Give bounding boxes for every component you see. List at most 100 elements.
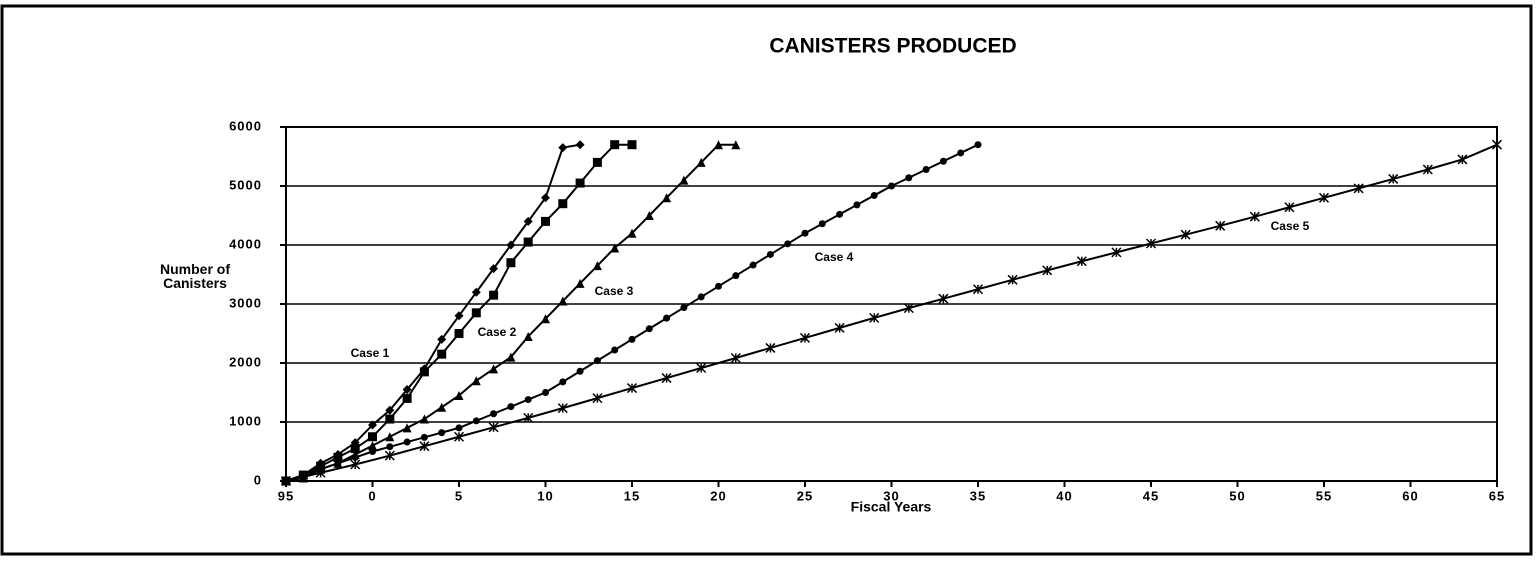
x-tick-label: 60 xyxy=(1402,488,1418,503)
marker xyxy=(402,423,412,433)
series-label: Case 3 xyxy=(595,284,634,298)
marker xyxy=(507,403,515,411)
marker xyxy=(888,182,895,190)
marker xyxy=(1457,154,1468,165)
marker xyxy=(402,385,412,395)
marker xyxy=(280,475,292,487)
marker xyxy=(972,284,984,295)
marker xyxy=(834,322,845,333)
marker xyxy=(610,140,620,150)
marker xyxy=(628,335,636,343)
x-tick-label: 65 xyxy=(1489,488,1505,503)
marker xyxy=(438,429,446,437)
marker xyxy=(558,296,568,306)
marker xyxy=(784,240,792,248)
x-tick-label: 35 xyxy=(970,488,986,503)
x-tick-label: 55 xyxy=(1316,488,1332,503)
marker xyxy=(471,308,481,318)
marker xyxy=(524,396,532,404)
marker xyxy=(542,389,549,396)
marker xyxy=(799,332,811,343)
marker xyxy=(1284,202,1295,213)
marker xyxy=(506,258,516,268)
marker xyxy=(801,229,809,237)
x-axis-label: Fiscal Years xyxy=(851,499,932,515)
x-tick-label: 20 xyxy=(710,488,726,503)
marker xyxy=(523,331,533,341)
x-tick-label: 5 xyxy=(455,488,463,503)
marker xyxy=(523,237,533,247)
marker xyxy=(1422,164,1433,175)
y-axis-label: Number of Canisters xyxy=(160,261,230,291)
marker xyxy=(419,441,430,452)
marker xyxy=(541,216,550,226)
marker xyxy=(437,334,447,344)
marker xyxy=(402,393,412,403)
marker xyxy=(680,304,688,312)
marker xyxy=(1249,211,1260,222)
marker xyxy=(368,441,377,451)
x-tick-label: 30 xyxy=(883,488,899,503)
chart-title: CANISTERS PRODUCED xyxy=(769,35,1016,58)
plot-frame xyxy=(285,126,1498,482)
marker xyxy=(368,420,377,430)
marker xyxy=(506,352,516,362)
marker xyxy=(627,228,637,238)
marker xyxy=(818,220,826,228)
marker xyxy=(939,157,947,165)
marker xyxy=(644,211,654,220)
marker xyxy=(1215,220,1226,231)
marker xyxy=(488,422,499,433)
marker xyxy=(661,373,672,384)
series-label: Case 2 xyxy=(478,325,517,339)
marker xyxy=(489,264,499,274)
marker xyxy=(558,199,568,209)
marker xyxy=(523,216,533,226)
marker xyxy=(922,165,930,173)
marker xyxy=(679,175,689,185)
marker xyxy=(903,303,914,314)
frame xyxy=(0,4,1533,556)
marker xyxy=(369,448,376,455)
marker xyxy=(333,452,343,462)
marker xyxy=(575,278,585,288)
marker xyxy=(1111,247,1122,258)
marker xyxy=(453,431,465,442)
marker xyxy=(385,432,395,442)
marker xyxy=(385,414,395,424)
marker xyxy=(697,293,705,301)
marker xyxy=(489,290,499,300)
series-line xyxy=(285,143,1498,482)
marker xyxy=(714,140,723,150)
marker xyxy=(663,314,671,322)
marker xyxy=(905,174,913,182)
marker xyxy=(541,314,550,324)
marker xyxy=(766,250,774,258)
y-tick-label: 3000 xyxy=(229,295,262,310)
marker xyxy=(455,424,463,432)
x-tick-label: 15 xyxy=(624,488,640,503)
marker xyxy=(489,364,499,374)
marker xyxy=(315,467,326,478)
series-line xyxy=(285,143,736,482)
marker xyxy=(696,362,707,374)
marker xyxy=(558,143,568,153)
marker xyxy=(1042,265,1053,276)
series-line xyxy=(285,143,581,482)
marker xyxy=(715,282,722,290)
marker xyxy=(626,383,638,394)
marker xyxy=(610,243,620,253)
x-tick-label: 25 xyxy=(797,488,813,503)
marker xyxy=(384,450,395,461)
series-label: Case 4 xyxy=(815,250,854,264)
marker xyxy=(592,393,603,404)
marker xyxy=(472,417,480,425)
marker xyxy=(974,141,982,149)
y-tick-label: 1000 xyxy=(229,413,262,428)
marker xyxy=(351,453,359,461)
marker xyxy=(350,444,360,454)
marker xyxy=(575,178,585,188)
marker xyxy=(1180,229,1191,240)
